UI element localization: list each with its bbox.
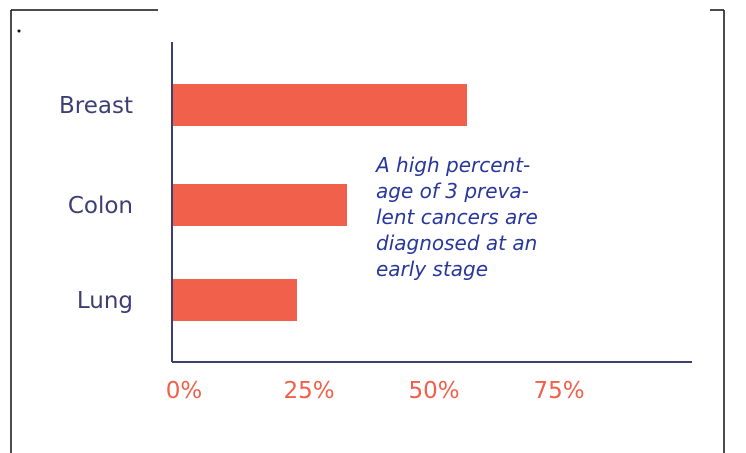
bars-group — [172, 84, 467, 321]
annotation-line: age of 3 preva- — [376, 179, 529, 203]
x-tick-label: 0% — [166, 378, 203, 404]
annotation-line: diagnosed at an — [376, 231, 538, 255]
category-label-breast: Breast — [59, 93, 133, 119]
category-label-colon: Colon — [68, 193, 133, 219]
bar-breast — [172, 84, 467, 126]
chart-annotation: A high percent- age of 3 preva- lent can… — [376, 152, 576, 282]
annotation-line: lent cancers are — [376, 205, 538, 229]
bar-colon — [172, 184, 347, 226]
bar-lung — [172, 279, 297, 321]
x-tick-label: 75% — [533, 378, 584, 404]
x-tick-label: 25% — [283, 378, 334, 404]
annotation-line: A high percent- — [376, 153, 531, 177]
annotation-line: early stage — [376, 257, 489, 281]
category-labels-group: Breast Colon Lung — [59, 93, 133, 314]
category-label-lung: Lung — [77, 288, 133, 314]
frame-dot — [17, 29, 21, 33]
x-tick-labels-group: 0% 25% 50% 75% — [166, 378, 585, 404]
x-tick-label: 50% — [408, 378, 459, 404]
